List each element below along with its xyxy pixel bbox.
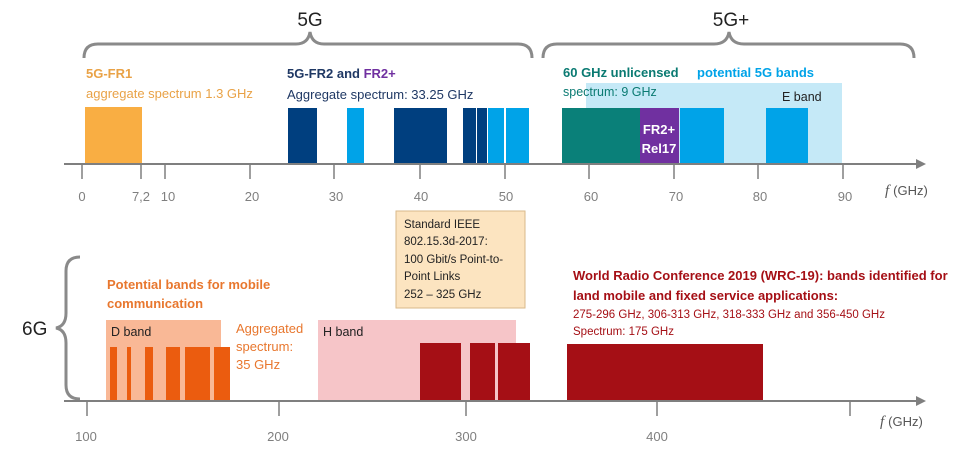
ieee-line-1: Standard IEEE bbox=[404, 219, 480, 231]
top-tick-label-50: 50 bbox=[499, 189, 513, 204]
aggregated-line-2: spectrum: bbox=[236, 339, 293, 354]
d-band-bar-1 bbox=[110, 347, 117, 401]
top-tick-label-0: 0 bbox=[78, 189, 85, 204]
ieee-line-3: 100 Gbit/s Point-to- bbox=[404, 254, 503, 266]
aggregated-line-3: 35 GHz bbox=[236, 357, 280, 372]
fr2-subtitle: Aggregate spectrum: 33.25 GHz bbox=[287, 87, 473, 102]
bottom-axis-unit-f: f bbox=[880, 414, 886, 430]
top-tick-label-70: 70 bbox=[669, 189, 683, 204]
band-fr1 bbox=[85, 107, 142, 164]
d-band-bar-5 bbox=[185, 347, 210, 401]
top-tick-label-40: 40 bbox=[414, 189, 428, 204]
band-potential-71-76 bbox=[680, 108, 724, 164]
potential-5g-title: potential 5G bands bbox=[697, 65, 814, 80]
aggregated-line-1: Aggregated bbox=[236, 321, 303, 336]
top-axis-tick-labels: 0 7,2 10 20 30 40 50 60 70 80 90 bbox=[78, 189, 852, 204]
top-tick-label-80: 80 bbox=[753, 189, 767, 204]
fr2-plus-label-1: FR2+ bbox=[643, 122, 676, 137]
d-band-label: D band bbox=[111, 325, 151, 339]
potential-6g-title-1: Potential bands for mobile bbox=[107, 277, 270, 292]
band-60ghz-unlicensed bbox=[562, 108, 640, 164]
band-fr2-50-52 bbox=[506, 108, 529, 164]
top-axis-unit-f: f bbox=[885, 183, 891, 199]
unlicensed-subtitle: spectrum: 9 GHz bbox=[563, 85, 657, 99]
bottom-tick-label-200: 200 bbox=[267, 429, 289, 444]
d-band-bar-3 bbox=[145, 347, 153, 401]
top-tick-label-7: 7,2 bbox=[132, 189, 150, 204]
wrc-band-318-333 bbox=[498, 343, 530, 401]
fr1-subtitle: aggregate spectrum 1.3 GHz bbox=[86, 86, 253, 101]
band-e-band-81-86 bbox=[766, 108, 808, 164]
band-fr2-47-48 bbox=[477, 108, 487, 164]
ieee-line-4: Point Links bbox=[404, 271, 461, 283]
bottom-tick-label-400: 400 bbox=[646, 429, 668, 444]
potential-6g-title-2: communication bbox=[107, 296, 203, 311]
bottom-axis-tick-labels: 100 200 300 400 bbox=[75, 429, 668, 444]
top-tick-label-60: 60 bbox=[584, 189, 598, 204]
label-5g-plus: 5G+ bbox=[713, 10, 749, 31]
bottom-axis-unit: f (GHz) bbox=[880, 414, 923, 430]
top-tick-label-10: 10 bbox=[161, 189, 175, 204]
wrc-band-306-313 bbox=[470, 343, 495, 401]
band-fr2-45-47 bbox=[463, 108, 476, 164]
fr2-title: 5G-FR2 and FR2+ bbox=[287, 66, 396, 81]
wrc-bands: 275-296 GHz, 306-313 GHz, 318-333 GHz an… bbox=[573, 309, 885, 321]
wrc-band-356-450 bbox=[567, 344, 763, 401]
top-axis-ticks bbox=[81, 164, 844, 179]
wrc-title-2: land mobile and fixed service applicatio… bbox=[573, 288, 838, 303]
label-5g: 5G bbox=[297, 10, 322, 31]
band-fr2-31-33 bbox=[347, 108, 364, 164]
d-band-bar-4 bbox=[166, 347, 180, 401]
d-band-bar-6 bbox=[214, 347, 230, 401]
bottom-axis-unit-ghz: (GHz) bbox=[888, 414, 923, 429]
brace-5g bbox=[82, 31, 534, 59]
band-fr2-24-27 bbox=[288, 108, 317, 164]
bottom-axis-ticks bbox=[86, 401, 851, 416]
brace-5g-plus bbox=[541, 31, 916, 59]
fr1-title: 5G-FR1 bbox=[86, 66, 132, 81]
label-6g: 6G bbox=[22, 319, 47, 340]
wrc-band-275-296 bbox=[420, 343, 461, 401]
top-axis-unit: f (GHz) bbox=[885, 183, 928, 199]
unlicensed-title: 60 GHz unlicensed bbox=[563, 65, 679, 80]
fr2-title-main: 5G-FR2 and bbox=[287, 66, 364, 81]
brace-6g bbox=[55, 255, 81, 401]
ieee-text: Standard IEEE 802.15.3d-2017: 100 Gbit/s… bbox=[404, 219, 503, 301]
band-fr2-37-43 bbox=[394, 108, 447, 164]
band-fr2-48-50 bbox=[488, 108, 504, 164]
ieee-line-5: 252 – 325 GHz bbox=[404, 289, 482, 301]
top-axis-unit-ghz: (GHz) bbox=[893, 183, 928, 198]
bottom-axis-arrow bbox=[916, 396, 926, 406]
wrc-spectrum: Spectrum: 175 GHz bbox=[573, 326, 674, 338]
bottom-tick-label-100: 100 bbox=[75, 429, 97, 444]
wrc-title-1: World Radio Conference 2019 (WRC-19): ba… bbox=[573, 268, 948, 283]
top-tick-label-90: 90 bbox=[838, 189, 852, 204]
e-band-label: E band bbox=[782, 90, 822, 104]
band-fr2-plus-rel17 bbox=[640, 108, 679, 164]
fr2-plus-label-2: Rel17 bbox=[642, 141, 677, 156]
d-band-bar-2 bbox=[127, 347, 131, 401]
fr2-title-plus: FR2+ bbox=[364, 66, 397, 81]
ieee-box bbox=[395, 210, 526, 309]
ieee-line-2: 802.15.3d-2017: bbox=[404, 236, 488, 248]
top-axis-arrow bbox=[916, 159, 926, 169]
top-tick-label-30: 30 bbox=[329, 189, 343, 204]
h-band-label: H band bbox=[323, 325, 363, 339]
bottom-tick-label-300: 300 bbox=[455, 429, 477, 444]
top-tick-label-20: 20 bbox=[245, 189, 259, 204]
